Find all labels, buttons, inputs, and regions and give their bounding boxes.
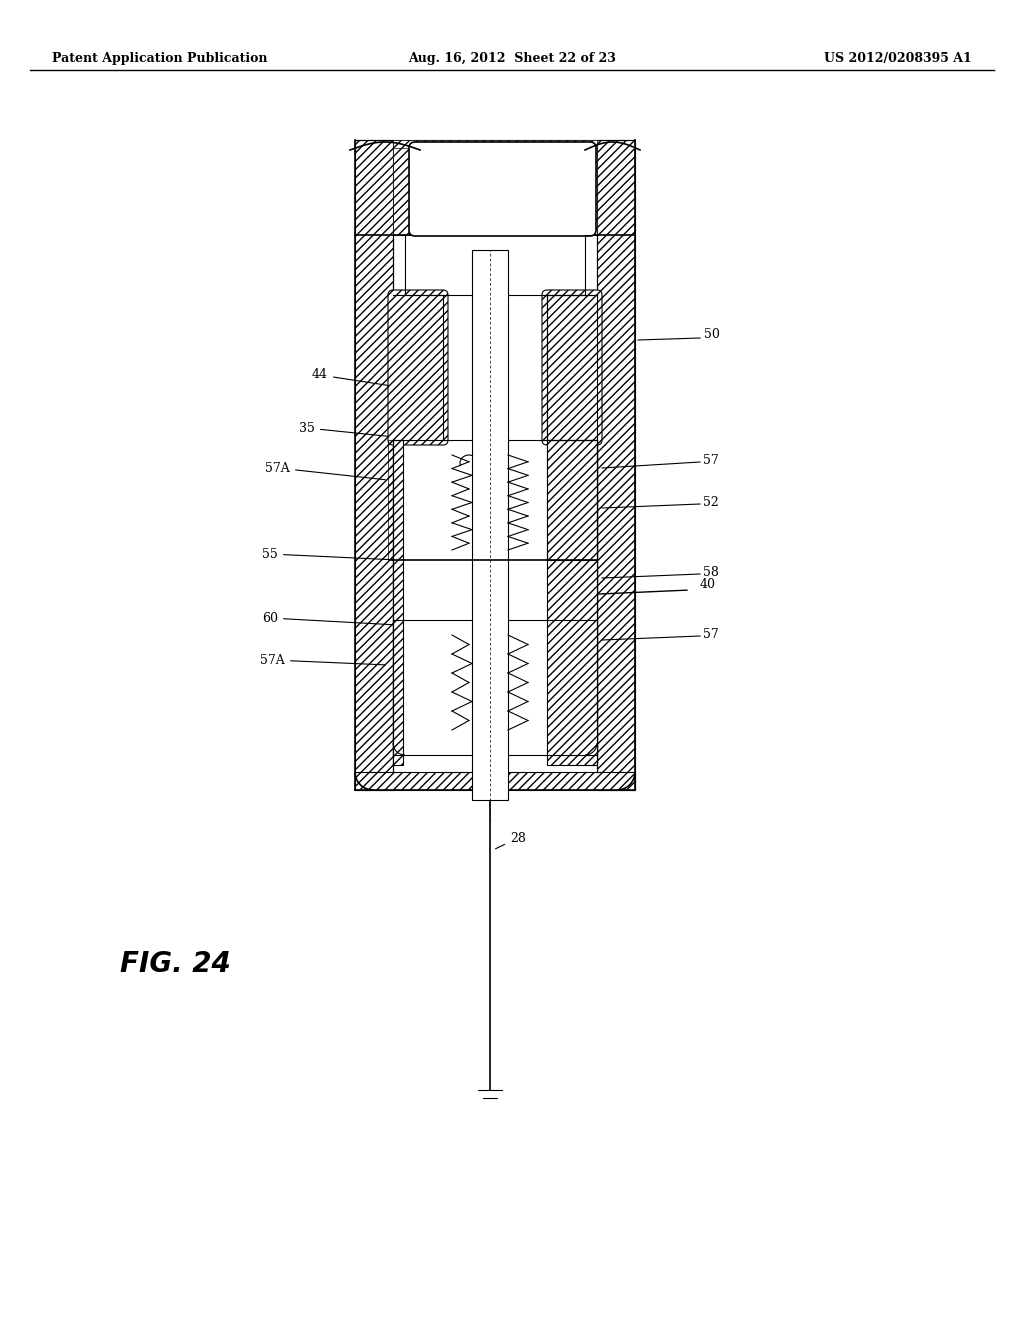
Bar bbox=[443, 294, 547, 440]
Text: Aug. 16, 2012  Sheet 22 of 23: Aug. 16, 2012 Sheet 22 of 23 bbox=[408, 51, 616, 65]
Bar bbox=[393, 440, 403, 766]
Bar bbox=[355, 140, 393, 789]
Text: 57: 57 bbox=[703, 454, 719, 466]
FancyBboxPatch shape bbox=[409, 143, 596, 236]
Bar bbox=[547, 440, 597, 766]
Bar bbox=[355, 772, 635, 789]
FancyBboxPatch shape bbox=[542, 290, 602, 445]
Text: 52: 52 bbox=[703, 495, 719, 508]
Text: 58: 58 bbox=[703, 565, 719, 578]
Text: 55: 55 bbox=[262, 548, 395, 561]
Text: 57A: 57A bbox=[265, 462, 385, 479]
Bar bbox=[587, 440, 597, 766]
FancyBboxPatch shape bbox=[388, 290, 449, 445]
Text: 57A: 57A bbox=[260, 653, 385, 667]
Text: 28: 28 bbox=[496, 832, 526, 849]
Bar bbox=[393, 140, 597, 148]
Bar bbox=[590, 140, 597, 235]
Bar bbox=[393, 440, 597, 560]
Text: 60: 60 bbox=[262, 611, 395, 624]
Bar bbox=[393, 620, 597, 755]
Bar bbox=[472, 249, 508, 800]
Bar bbox=[393, 140, 415, 235]
Bar bbox=[388, 440, 393, 560]
Text: FIG. 24: FIG. 24 bbox=[120, 950, 230, 978]
Bar bbox=[444, 296, 546, 440]
Bar bbox=[547, 440, 597, 766]
Text: 44: 44 bbox=[312, 368, 416, 389]
Text: 40: 40 bbox=[700, 578, 716, 591]
Text: Patent Application Publication: Patent Application Publication bbox=[52, 51, 267, 65]
Text: 57: 57 bbox=[703, 627, 719, 640]
Text: 35: 35 bbox=[299, 421, 449, 445]
Text: US 2012/0208395 A1: US 2012/0208395 A1 bbox=[824, 51, 972, 65]
Text: 50: 50 bbox=[705, 329, 720, 342]
Bar bbox=[597, 140, 635, 789]
